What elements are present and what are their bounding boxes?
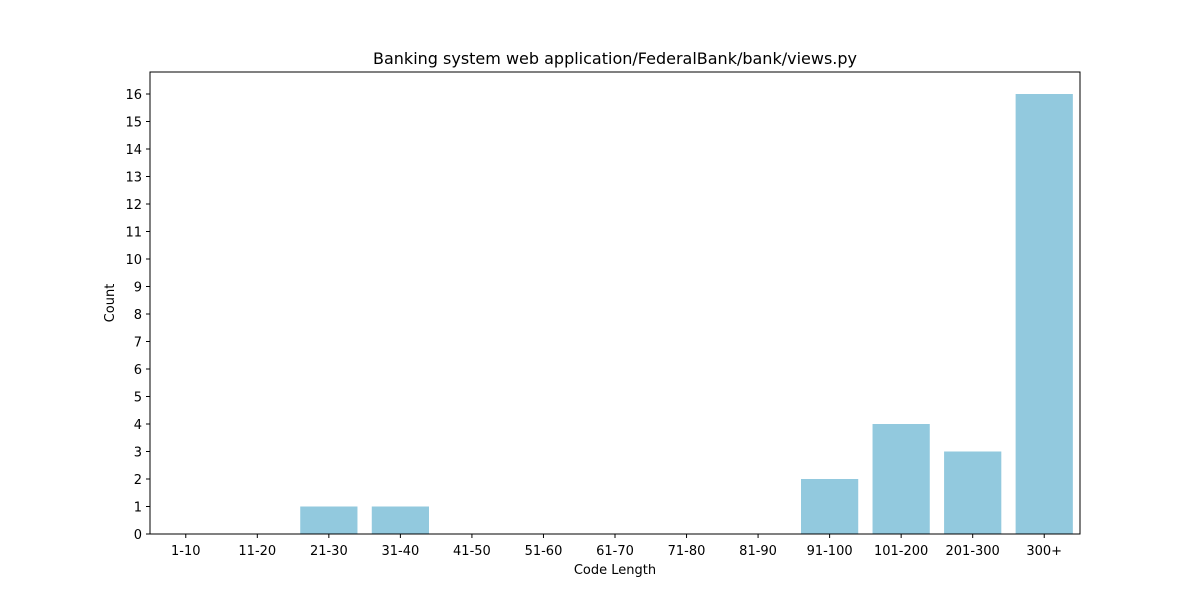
bar-21-30 xyxy=(300,506,358,534)
bar-31-40 xyxy=(371,506,429,534)
y-tick-label: 13 xyxy=(125,171,142,186)
y-tick-label: 8 xyxy=(134,308,142,323)
y-tick-label: 9 xyxy=(134,281,142,296)
y-tick-label: 3 xyxy=(134,446,142,461)
chart-title: Banking system web application/FederalBa… xyxy=(373,49,857,68)
x-tick-label: 81-90 xyxy=(739,544,777,559)
y-tick-label: 16 xyxy=(125,88,142,103)
y-tick-label: 10 xyxy=(125,253,142,268)
bar-300+ xyxy=(1015,94,1073,534)
x-tick-label: 51-60 xyxy=(525,544,563,559)
x-tick-label: 71-80 xyxy=(668,544,706,559)
bar-101-200 xyxy=(872,424,930,534)
x-tick-label: 300+ xyxy=(1026,544,1062,559)
y-tick-label: 5 xyxy=(134,391,142,406)
bar-201-300 xyxy=(944,451,1002,534)
x-tick-label: 21-30 xyxy=(310,544,348,559)
x-axis-ticks: 1-10 11-20 21-30 31-40 41-50 51-60 61-70 71-80 8… xyxy=(171,534,1062,559)
y-tick-label: 6 xyxy=(134,363,142,378)
y-tick-label: 2 xyxy=(134,473,142,488)
bars-layer xyxy=(300,94,1073,534)
x-tick-label: 101-200 xyxy=(874,544,928,559)
y-tick-label: 15 xyxy=(125,116,142,131)
y-tick-label: 11 xyxy=(125,226,142,241)
y-axis-title: Count xyxy=(103,284,118,323)
plot-frame xyxy=(149,71,1081,535)
y-tick-label: 7 xyxy=(134,336,142,351)
x-tick-label: 11-20 xyxy=(238,544,276,559)
y-tick-label: 1 xyxy=(134,501,142,516)
y-tick-label: 0 xyxy=(134,528,142,543)
x-tick-label: 31-40 xyxy=(381,544,419,559)
x-tick-label: 91-100 xyxy=(807,544,853,559)
x-tick-label: 41-50 xyxy=(453,544,491,559)
x-tick-label: 61-70 xyxy=(596,544,634,559)
x-axis-title: Code Length xyxy=(574,563,656,578)
y-tick-label: 4 xyxy=(134,418,142,433)
x-tick-label: 1-10 xyxy=(171,544,201,559)
y-tick-label: 12 xyxy=(125,198,142,213)
y-tick-label: 14 xyxy=(125,143,142,158)
bar-91-100 xyxy=(801,479,859,534)
x-tick-label: 201-300 xyxy=(946,544,1000,559)
